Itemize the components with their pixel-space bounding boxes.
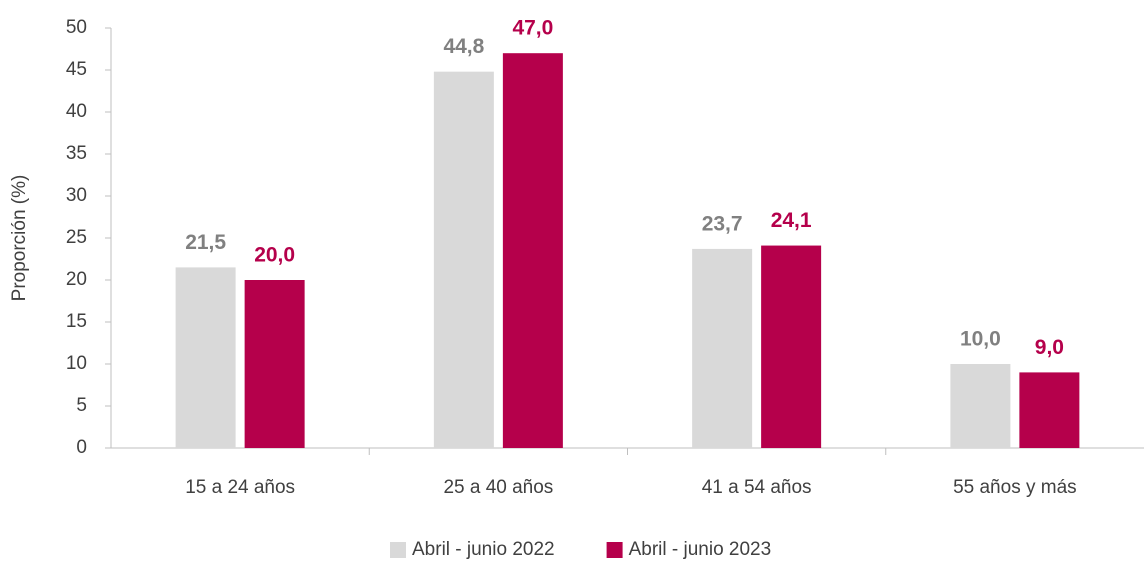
- y-tick-label: 5: [76, 395, 87, 416]
- value-label: 44,8: [443, 35, 484, 58]
- x-tick-label: 25 a 40 años: [443, 477, 553, 498]
- x-tick-label: 41 a 54 años: [702, 477, 812, 498]
- y-tick-label: 45: [66, 59, 87, 80]
- value-label: 10,0: [960, 328, 1001, 351]
- bar: [950, 364, 1011, 448]
- bar: [1019, 372, 1080, 448]
- bar: [244, 280, 305, 448]
- value-label: 9,0: [1035, 336, 1064, 359]
- legend-label: Abril - junio 2022: [412, 539, 555, 560]
- value-label: 23,7: [702, 212, 743, 235]
- y-tick-label: 25: [66, 227, 87, 248]
- x-tick-label: 15 a 24 años: [185, 477, 295, 498]
- y-tick-label: 50: [66, 17, 87, 38]
- bar: [433, 71, 494, 449]
- value-label: 20,0: [254, 244, 295, 267]
- y-tick-label: 30: [66, 185, 87, 206]
- y-axis-label: Proporción (%): [9, 175, 30, 302]
- y-tick-label: 35: [66, 143, 87, 164]
- value-label: 47,0: [512, 17, 553, 40]
- legend-label: Abril - junio 2023: [629, 539, 772, 560]
- bar: [502, 53, 563, 448]
- y-tick-label: 20: [66, 269, 87, 290]
- y-tick-label: 10: [66, 353, 87, 374]
- bar: [175, 267, 236, 448]
- y-tick-label: 40: [66, 101, 87, 122]
- value-label: 21,5: [185, 231, 226, 254]
- bar: [692, 248, 753, 448]
- x-tick-label: 55 años y más: [953, 477, 1077, 498]
- legend-swatch: [606, 542, 623, 558]
- y-tick-label: 15: [66, 311, 87, 332]
- legend-swatch: [390, 542, 406, 558]
- y-tick-label: 0: [76, 437, 87, 458]
- bar: [761, 245, 822, 448]
- value-label: 24,1: [771, 209, 812, 232]
